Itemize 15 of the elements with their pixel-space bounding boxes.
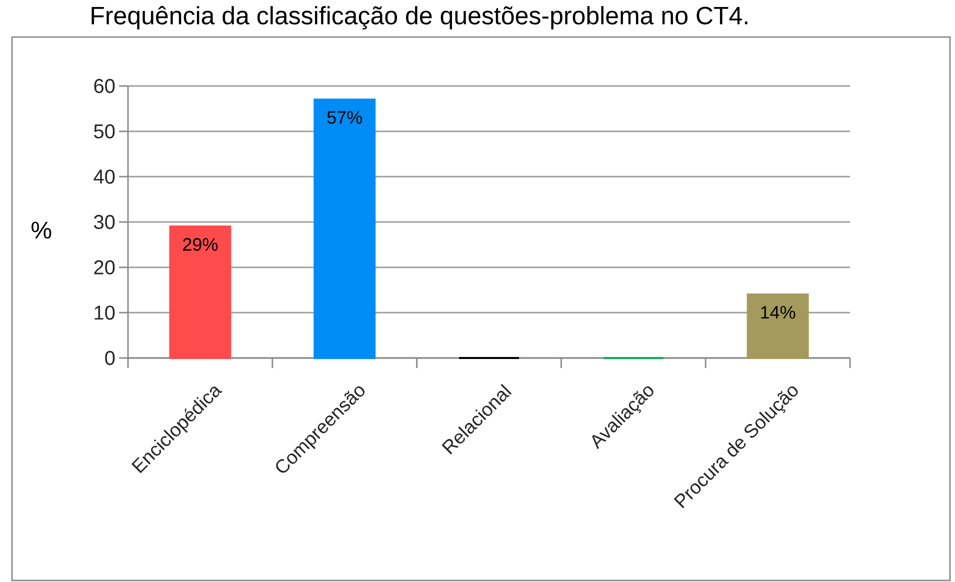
data-label: 29% — [183, 238, 218, 251]
chart-title: Frequência da classificação de questões-problema no CT4. — [92, 6, 748, 30]
y-tick-label: 40 — [94, 170, 115, 184]
y-tick-label: 60 — [94, 78, 115, 94]
data-label: 14% — [761, 306, 796, 319]
y-axis-title: % — [32, 222, 52, 239]
y-tick-label: 10 — [94, 306, 115, 320]
y-tick-label: 0 — [105, 350, 115, 366]
bar — [314, 98, 376, 359]
data-label: 57% — [327, 111, 362, 124]
bar — [169, 226, 232, 359]
y-tick-label: 20 — [94, 260, 115, 274]
y-tick-label: 30 — [94, 214, 115, 230]
y-tick-label: 50 — [94, 124, 115, 138]
bar — [746, 294, 809, 359]
